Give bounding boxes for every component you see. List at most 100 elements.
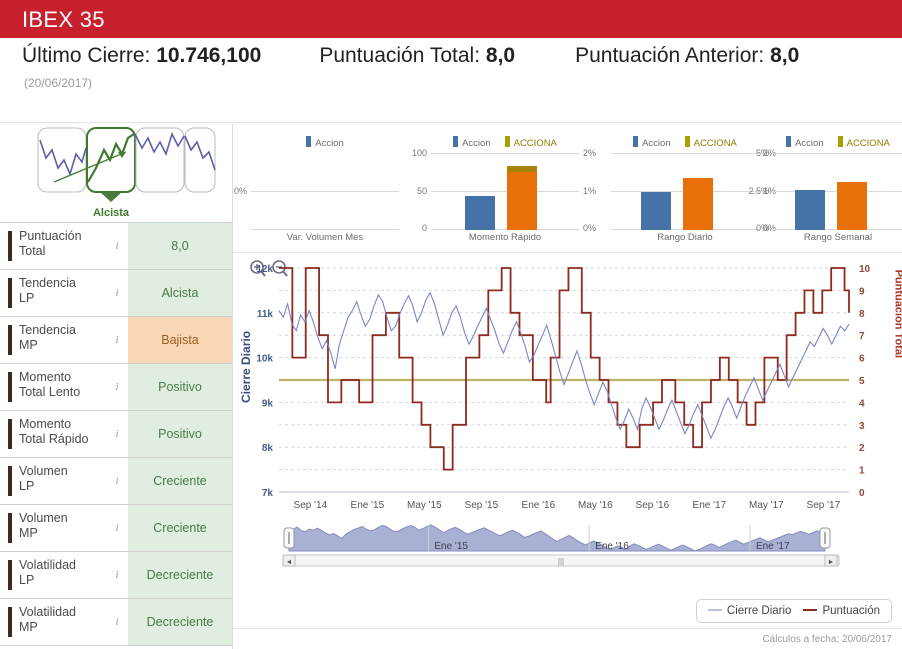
footer-note: Cálculos a fecha: 20/06/2017: [762, 634, 892, 645]
navigator-tick-label: Ene '16: [595, 541, 629, 552]
indicator-row[interactable]: Puntuación Total i 8,0: [0, 222, 232, 270]
chart-legend[interactable]: Cierre Diario Puntuación: [695, 599, 892, 623]
bar-acciona: [507, 172, 537, 230]
mini-charts-row: Accion 0% Var. Volumen Mes Accion ACCIONA: [233, 124, 902, 253]
indicator-row[interactable]: Volatilidad LP i Decreciente: [0, 552, 232, 599]
x-tick: Sep '16: [636, 500, 670, 511]
main-content: Accion 0% Var. Volumen Mes Accion ACCIONA: [233, 124, 902, 649]
cycle-panel-1: [37, 127, 87, 193]
puntuacion-total-label: Puntuación Total:: [319, 44, 481, 67]
cycle-line-3: [134, 131, 185, 157]
mini-plot-2: 100 50 0 2% 1% 0%: [412, 148, 596, 233]
legend-text-cierre: Cierre Diario: [726, 605, 792, 617]
indicator-label: Momento Total Lento: [19, 370, 81, 399]
scrollbar-right-arrow[interactable]: [824, 554, 838, 567]
y-tick-right: 9: [859, 286, 865, 297]
app-header-bar: IBEX 35: [0, 0, 902, 38]
row-accent-bar: [8, 278, 12, 308]
legend-line-cierre: [707, 609, 722, 611]
legend-swatch-accion: [306, 136, 312, 147]
info-icon[interactable]: i: [115, 569, 119, 581]
x-tick: Ene '17: [693, 500, 727, 511]
zoom-in-icon[interactable]: [250, 260, 266, 277]
zoom-out-icon[interactable]: [272, 260, 288, 277]
info-icon[interactable]: i: [115, 475, 119, 487]
zoom-controls[interactable]: [248, 259, 294, 286]
legend-swatch-acciona: [504, 136, 510, 147]
cycle-line-1: [39, 139, 87, 177]
mini4-bars: [773, 152, 902, 230]
mini-gridline: [251, 191, 399, 192]
cycle-line-2: [87, 133, 135, 183]
mini-caption-3: Rango Diario: [657, 232, 713, 243]
indicator-row[interactable]: Volumen LP i Creciente: [0, 458, 232, 505]
mini2-ytick-100: 100: [411, 148, 427, 158]
mini-gridline-top: [431, 153, 579, 154]
indicator-row[interactable]: Volumen MP i Creciente: [0, 505, 232, 552]
indicator-row[interactable]: Volatilidad MP i Decreciente: [0, 599, 232, 646]
mini-plot-3: 2% 1% 0%: [611, 148, 776, 233]
scrollbar-left-arrow[interactable]: [282, 554, 296, 567]
indicator-row[interactable]: Tendencia LP i Alcista: [0, 270, 232, 317]
info-icon[interactable]: i: [115, 428, 119, 440]
page-title: IBEX 35: [22, 7, 105, 32]
y-tick-right: 6: [859, 354, 865, 365]
indicator-label: Puntuación Total: [19, 229, 82, 258]
indicator-row[interactable]: Tendencia MP i Bajista: [0, 317, 232, 364]
info-icon[interactable]: i: [115, 334, 119, 346]
indicator-row[interactable]: Momento Total Rápido i Positivo: [0, 411, 232, 458]
mini2-rtick-0: 0%: [583, 223, 597, 233]
cycle-panel-3: [135, 127, 185, 193]
price-score-plot[interactable]: 7k 8k 9k 10k 11k 12k 0 1 2 3 4 5 6 7 8 9 10 Sep '14 Ene '1…: [233, 258, 902, 528]
mini-caption-1: Var. Volumen Mes: [286, 232, 364, 243]
bar-accion: [465, 196, 495, 230]
y-tick-left: 11k: [257, 309, 274, 320]
scrollbar-grip[interactable]: |||: [558, 557, 564, 566]
y-tick-right: 10: [859, 264, 871, 275]
range-navigator[interactable]: Ene '15 Ene '16 Ene '17 ◄ ► |||: [281, 521, 841, 567]
info-icon[interactable]: i: [115, 381, 119, 393]
legend-label-acciona: ACCIONA: [846, 138, 890, 149]
y-tick-left: 12k: [256, 264, 273, 275]
mini-plot-1: 0%: [234, 152, 399, 230]
y-tick-right: 2: [859, 443, 865, 454]
indicator-label: Tendencia MP: [19, 323, 76, 352]
legend-label-accion: Accion: [795, 138, 824, 149]
legend-swatch-acciona: [684, 136, 690, 147]
y-tick-left: 10k: [256, 354, 273, 365]
mini-gridline-mid: [431, 191, 579, 192]
indicator-value: Bajista: [128, 317, 232, 363]
info-icon[interactable]: i: [115, 240, 119, 252]
indicator-value: Creciente: [128, 505, 232, 551]
info-icon[interactable]: i: [115, 522, 119, 534]
info-icon[interactable]: i: [115, 616, 119, 628]
legend-label-accion: Accion: [315, 138, 344, 149]
indicator-value: 8,0: [128, 223, 232, 269]
indicator-row[interactable]: Momento Total Lento i Positivo: [0, 364, 232, 411]
puntuacion-anterior-value: 8,0: [770, 44, 800, 67]
bar-acciona: [837, 182, 867, 230]
row-accent-bar: [8, 560, 12, 590]
legend-line-puntuacion: [803, 609, 818, 611]
mini2-ytick-0: 0: [421, 223, 427, 233]
info-icon[interactable]: i: [115, 287, 119, 299]
puntuacion-total-kpi: Puntuación Total: 8,0: [319, 44, 515, 68]
mini-ytick-0: 0%: [233, 186, 247, 196]
y-tick-left: 8k: [262, 443, 274, 454]
mini-axis-baseline: [251, 229, 399, 230]
score-step-line: [279, 267, 850, 471]
x-tick: May '15: [407, 500, 442, 511]
row-accent-bar: [8, 231, 12, 261]
puntuacion-anterior-kpi: Puntuación Anterior: 8,0: [575, 44, 799, 68]
row-accent-bar: [8, 419, 12, 449]
y-tick-right: 1: [859, 466, 865, 477]
cycle-trend-arrow-line: [53, 151, 127, 183]
zoom-controls-svg[interactable]: [248, 259, 294, 281]
y-tick-right: 4: [859, 398, 865, 409]
y-tick-left: 9k: [262, 398, 274, 409]
indicator-value: Positivo: [128, 364, 232, 410]
cycle-label: Alcista: [93, 207, 130, 219]
cycle-marker-triangle: [100, 192, 122, 202]
price-line: [278, 291, 850, 440]
mini2-rtick-2: 2%: [583, 148, 597, 158]
